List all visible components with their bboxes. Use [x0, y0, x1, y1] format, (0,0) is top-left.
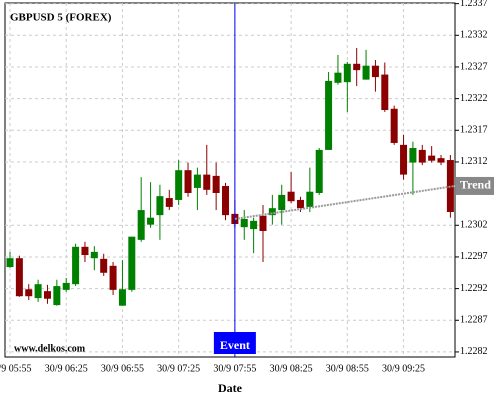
- y-tick-label: 1.2312: [460, 156, 488, 167]
- watermark: www.delkos.com: [14, 343, 86, 354]
- candle-body: [278, 194, 286, 211]
- candle-body: [212, 175, 220, 193]
- trend-label: Trend: [460, 178, 491, 192]
- candle-body: [25, 289, 33, 297]
- y-tick-label: 1.2317: [460, 125, 488, 136]
- candle-body: [15, 258, 23, 297]
- x-tick-label: 30/9 08:25: [270, 363, 313, 374]
- candle-body: [6, 258, 14, 268]
- x-tick-label: 30/9 06:55: [101, 363, 144, 374]
- y-tick-label: 1.2292: [460, 283, 488, 294]
- candle-body: [371, 65, 379, 78]
- candle-body: [109, 265, 117, 290]
- candle-body: [175, 170, 183, 200]
- candle-body: [184, 170, 192, 193]
- candle-body: [306, 191, 314, 207]
- candle-body: [343, 63, 351, 83]
- x-axis-label: Date: [218, 381, 243, 395]
- candle-body: [90, 251, 98, 259]
- candle-body: [137, 210, 145, 240]
- candle-body: [53, 286, 61, 306]
- candle-body: [156, 196, 164, 216]
- candle-body: [62, 282, 70, 290]
- y-tick-label: 1.2332: [460, 30, 488, 41]
- candle-body: [118, 289, 126, 306]
- candle-body: [296, 199, 304, 209]
- candle-body: [165, 198, 173, 207]
- x-tick-label: 30/9 05:55: [0, 363, 32, 374]
- candle-body: [390, 108, 398, 143]
- y-tick-label: 1.2287: [460, 315, 488, 326]
- candle-body: [193, 174, 201, 188]
- x-tick-label: 30/9 06:25: [45, 363, 88, 374]
- candle-body: [259, 215, 267, 231]
- candle-body: [381, 74, 389, 111]
- x-tick-label: 30/9 09:25: [382, 363, 425, 374]
- trend-label-box: [456, 176, 494, 195]
- x-tick-label: 30/9 07:55: [213, 363, 256, 374]
- event-box: [213, 332, 256, 354]
- candle-body: [400, 144, 408, 175]
- candle-body: [81, 246, 89, 256]
- candle-body: [128, 236, 136, 290]
- candle-body: [325, 80, 333, 150]
- candle-body: [43, 291, 51, 299]
- y-tick-label: 1.2302: [460, 220, 488, 231]
- candle-body: [418, 149, 426, 163]
- candle-body: [222, 186, 230, 216]
- candle-body: [315, 149, 323, 193]
- candle-body: [147, 217, 155, 225]
- candle-body: [437, 158, 445, 163]
- candle-body: [72, 246, 80, 285]
- candle-body: [203, 174, 211, 190]
- candle-body: [100, 258, 108, 273]
- candle-body: [446, 160, 454, 212]
- candle-body: [409, 148, 417, 163]
- y-tick-label: 1.2337: [460, 0, 488, 9]
- candle-body: [287, 191, 295, 202]
- candle-body: [362, 65, 370, 80]
- y-tick-label: 1.2282: [460, 346, 488, 357]
- candle-body: [334, 72, 342, 83]
- y-tick-label: 1.2322: [460, 93, 488, 104]
- candle-body: [268, 208, 276, 216]
- y-tick-label: 1.2297: [460, 251, 488, 262]
- candle-body: [428, 155, 436, 161]
- x-tick-label: 30/9 08:55: [326, 363, 369, 374]
- trend-line: [234, 184, 456, 220]
- event-label: Event: [220, 338, 250, 352]
- chart-title: GBPUSD 5 (FOREX): [10, 12, 112, 24]
- candle-body: [240, 218, 248, 228]
- y-tick-label: 1.2327: [460, 61, 488, 72]
- candle-body: [353, 63, 361, 71]
- candle-body: [250, 220, 258, 230]
- candle-body: [34, 284, 42, 299]
- x-tick-label: 30/9 07:25: [157, 363, 200, 374]
- plot-frame: [4, 2, 456, 358]
